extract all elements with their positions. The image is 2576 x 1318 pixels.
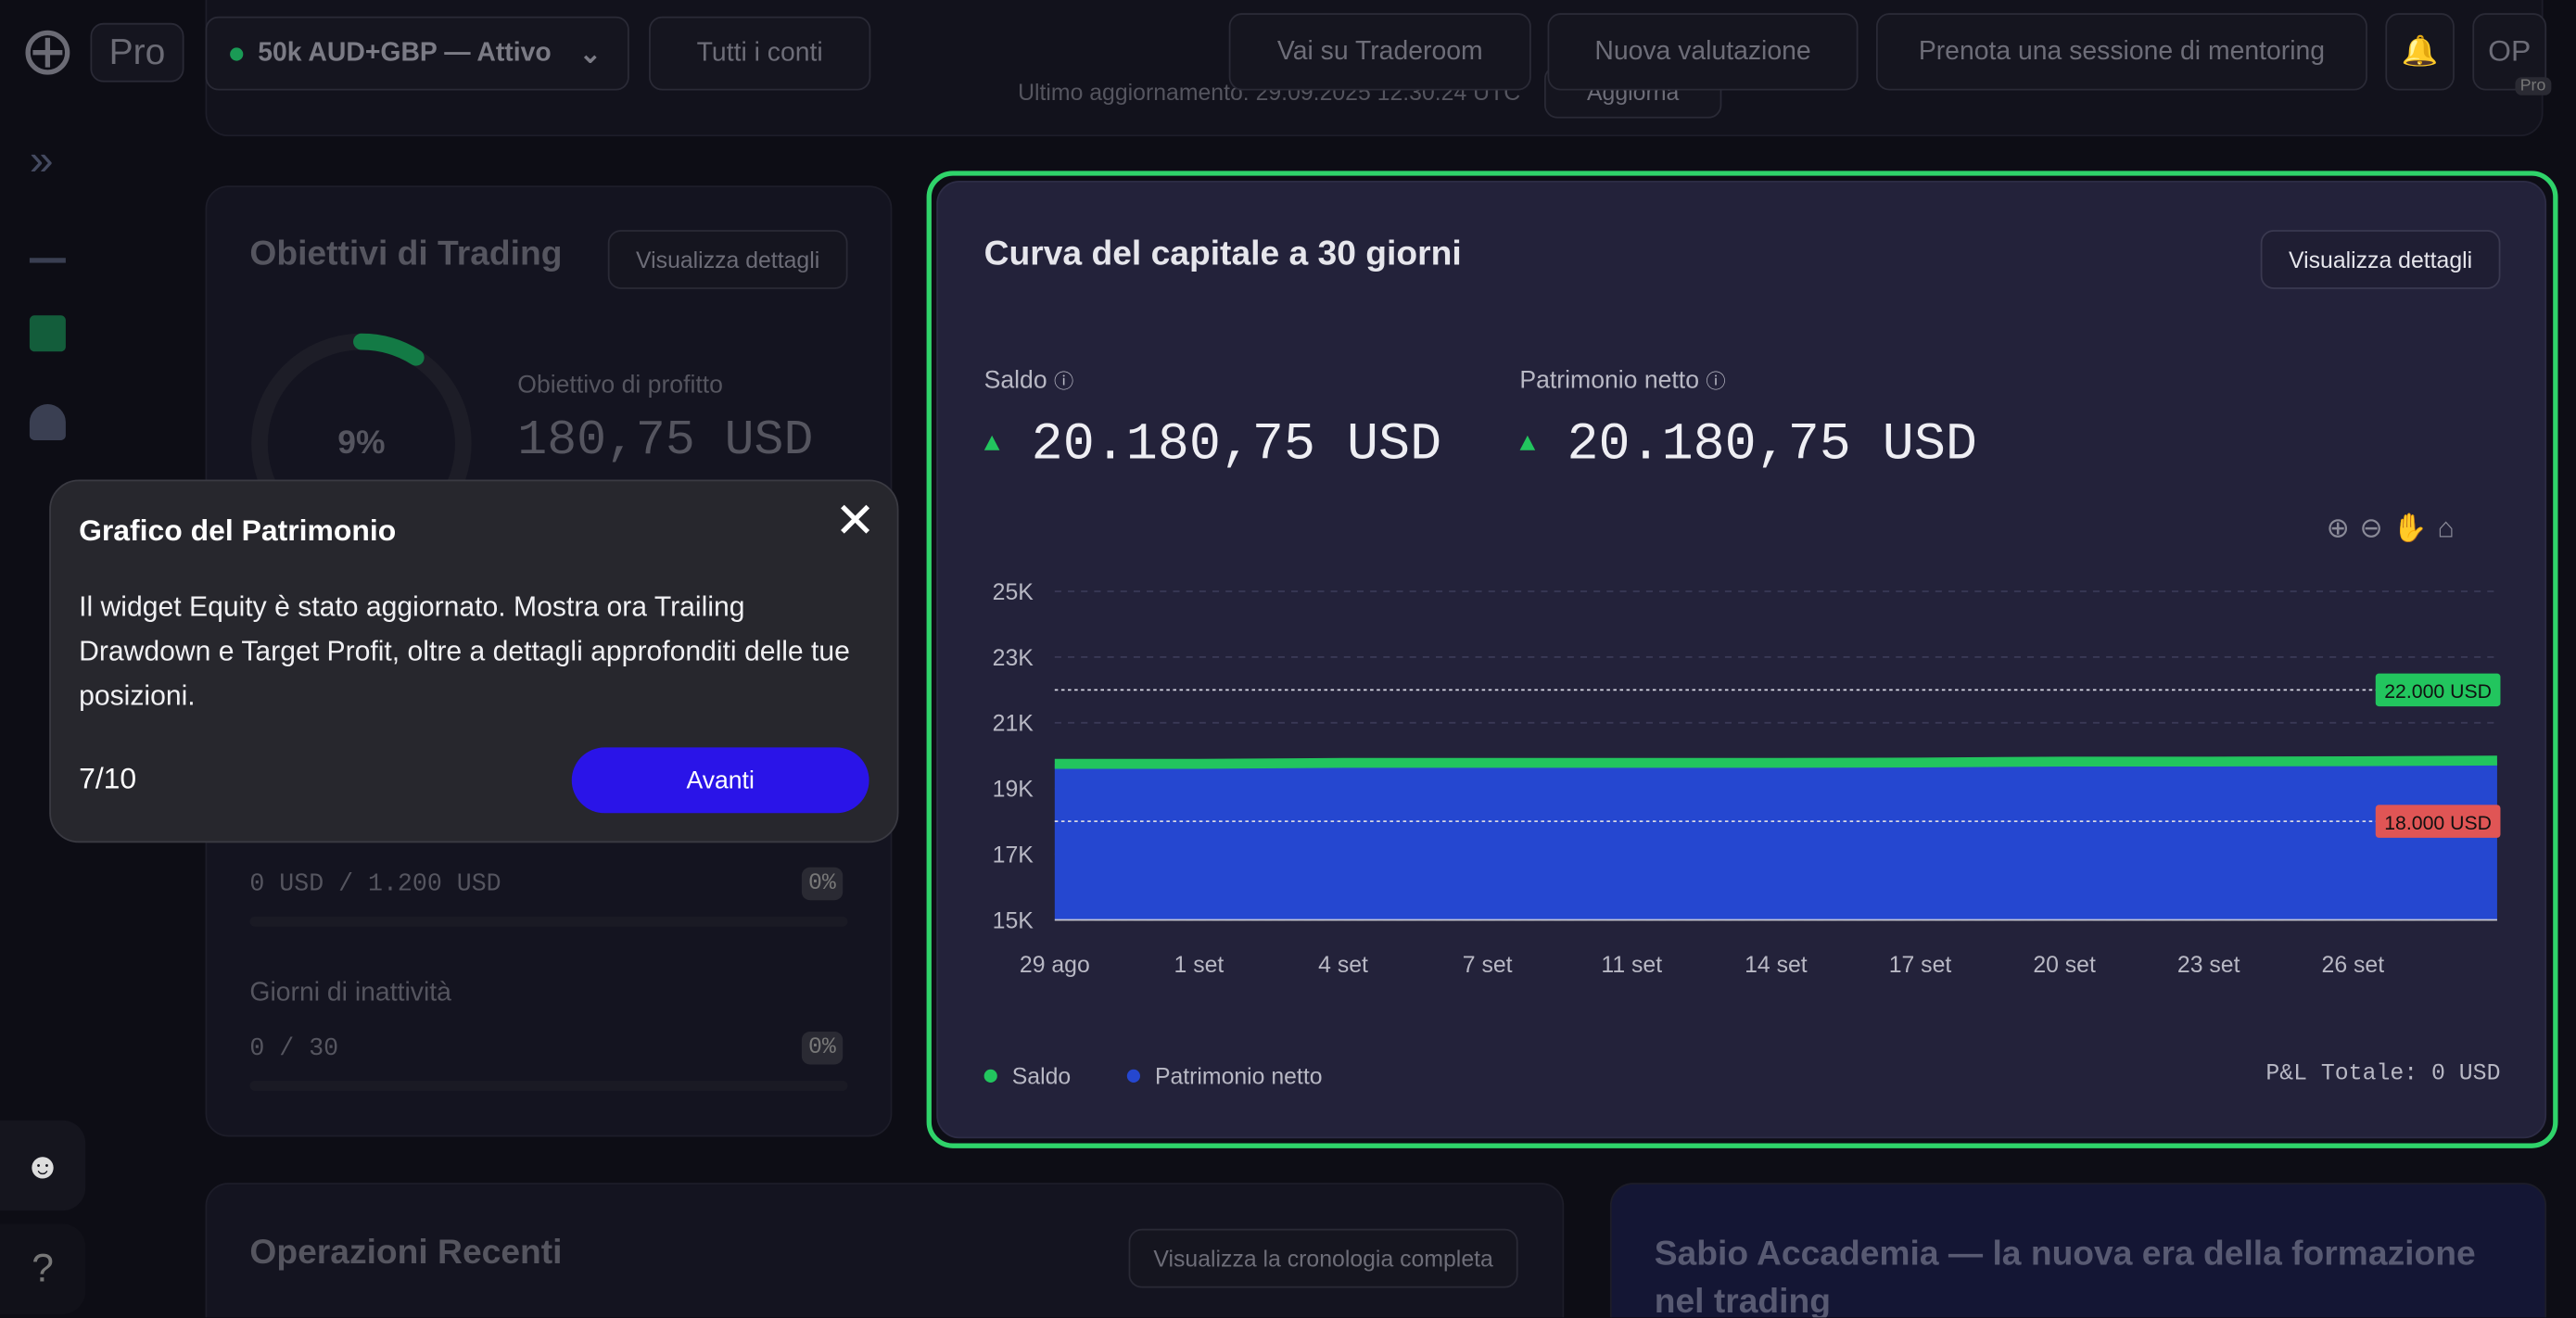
- mentoring-text: Prenota una sessione di mentoring: [1918, 36, 2326, 66]
- x-tick-label: 14 set: [1745, 953, 1808, 978]
- inactivity-bar: [249, 1081, 848, 1091]
- threshold-label: 22.000 USD: [2384, 680, 2492, 703]
- loss-limit-value: 0 USD / 1.200 USD: [249, 870, 501, 899]
- chevron: ⌄: [578, 40, 602, 69]
- info-icon[interactable]: ⓘ: [1054, 369, 1074, 393]
- gauge-label: 9%: [337, 424, 385, 461]
- traderoom-text: Vai su Traderoom: [1276, 36, 1483, 66]
- loss-limit-bar: [249, 916, 848, 927]
- nav-dashboard[interactable]: [29, 315, 66, 352]
- mentoring-button[interactable]: Prenota una sessione di mentoring: [1875, 13, 2367, 91]
- total-pnl: P&L Totale: 0 USD: [2265, 1060, 2501, 1088]
- equity-label: Patrimonio netto ⓘ: [1519, 366, 1725, 394]
- goals-details-button[interactable]: Visualizza dettagli: [607, 230, 848, 289]
- line: [1054, 755, 2497, 769]
- chart-toolbar[interactable]: ⊕⊖✋⌂: [2326, 512, 2465, 544]
- recent-trades-title: Operazioni Recenti: [249, 1234, 563, 1272]
- academy-title: Sabio Accademia — la nuova era della for…: [1654, 1235, 2476, 1318]
- equity-value-text: 20.180,75 USD: [1567, 413, 1977, 475]
- legend-dot: [983, 1069, 997, 1083]
- equity-curve-card: [936, 180, 2547, 1139]
- x-tick-label: 29 ago: [1020, 953, 1090, 978]
- y-tick-label: 21K: [993, 712, 1034, 737]
- x-tick-label: 7 set: [1463, 953, 1513, 978]
- balance-label: Saldo ⓘ: [984, 366, 1074, 394]
- goals-details-text: Visualizza dettagli: [636, 246, 820, 273]
- logo-badge: Pro: [90, 22, 184, 82]
- y-tick-label: 15K: [993, 908, 1034, 933]
- threshold-badge: [2375, 673, 2501, 707]
- close-button[interactable]: ✕: [834, 494, 876, 549]
- inactivity-label: Giorni di inattività: [249, 979, 451, 1008]
- equity-details-button[interactable]: Visualizza dettagli: [2260, 230, 2501, 289]
- equity-title: Curva del capitale a 30 giorni: [983, 234, 1462, 273]
- loss-limit-percent: 0%: [801, 867, 843, 901]
- account-selector[interactable]: 50k AUD+GBP — Attivo ⌄: [205, 16, 629, 91]
- traderoom-button[interactable]: Vai su Traderoom: [1228, 13, 1531, 91]
- y-tick-label: 23K: [993, 646, 1034, 671]
- profit-target-value: 180,75 USD: [517, 413, 814, 470]
- y-tick-label: 19K: [993, 778, 1034, 803]
- new-evaluation-button[interactable]: Nuova valutazione: [1547, 13, 1859, 91]
- legend-dot: [1126, 1069, 1140, 1083]
- avatar-initials: OP: [2488, 34, 2532, 68]
- chat-button[interactable]: ☻: [0, 1120, 86, 1211]
- profit-target-label: Obiettivo di profitto: [517, 371, 723, 399]
- nav-profile[interactable]: [29, 403, 66, 440]
- x-tick-label: 23 set: [2177, 953, 2240, 978]
- x-tick-label: 26 set: [2322, 953, 2385, 978]
- popup-step: 7/10: [79, 762, 137, 795]
- up-arrow: ▲: [1519, 429, 1536, 460]
- history-button[interactable]: Visualizza la cronologia completa: [1128, 1228, 1518, 1288]
- balance-label-text: Saldo: [983, 366, 1047, 395]
- nav-stats[interactable]: [29, 227, 66, 263]
- equity-label-text: Patrimonio netto: [1519, 366, 1699, 395]
- x-tick-label: 20 set: [2033, 953, 2096, 978]
- area: [1054, 760, 2497, 920]
- notifications-button[interactable]: 🔔: [2385, 13, 2455, 91]
- balance-value: ▲ 20.180,75 USD: [984, 414, 1442, 475]
- avatar[interactable]: OP: [2472, 13, 2547, 91]
- status-dot: [230, 46, 244, 60]
- help-button[interactable]: ?: [0, 1223, 86, 1314]
- history-text: Visualizza la cronologia completa: [1153, 1245, 1493, 1272]
- x-tick-label: 4 set: [1318, 953, 1368, 978]
- all-accounts-text: Tutti i conti: [696, 38, 823, 67]
- x-tick-label: 1 set: [1174, 953, 1225, 978]
- all-accounts-button[interactable]: Tutti i conti: [649, 16, 871, 91]
- inactivity-percent: 0%: [801, 1032, 843, 1065]
- new-evaluation-text: Nuova valutazione: [1594, 36, 1811, 66]
- gauge-arc: [353, 333, 425, 366]
- sidebar-expand[interactable]: »: [29, 134, 54, 184]
- threshold-badge: [2375, 805, 2501, 838]
- info-icon[interactable]: ⓘ: [1706, 369, 1726, 393]
- logo: [25, 30, 70, 75]
- equity-value: ▲ 20.180,75 USD: [1519, 414, 1977, 475]
- account-name: 50k AUD+GBP — Attivo: [258, 38, 552, 67]
- x-tick-label: 17 set: [1889, 953, 1952, 978]
- legend-label[interactable]: Patrimonio netto: [1155, 1065, 1323, 1090]
- popup-body: Il widget Equity è stato aggiornato. Mos…: [79, 591, 850, 712]
- next-text: Avanti: [686, 766, 755, 794]
- inactivity-value: 0 / 30: [249, 1034, 339, 1063]
- balance-value-text: 20.180,75 USD: [1031, 413, 1442, 475]
- x-tick-label: 11 set: [1601, 953, 1662, 978]
- popup-title: Grafico del Patrimonio: [79, 513, 397, 548]
- threshold-label: 18.000 USD: [2384, 812, 2492, 834]
- legend-label[interactable]: Saldo: [1012, 1065, 1071, 1090]
- up-arrow: ▲: [983, 429, 1000, 460]
- goals-title: Obiettivi di Trading: [249, 234, 563, 273]
- y-tick-label: 17K: [993, 843, 1034, 868]
- next-button[interactable]: Avanti: [571, 747, 869, 814]
- highlight-frame: [926, 171, 2558, 1148]
- equity-details-text: Visualizza dettagli: [2289, 246, 2473, 273]
- academy-card: [1609, 1183, 2547, 1318]
- y-tick-label: 25K: [993, 580, 1034, 605]
- avatar-badge: Pro: [2515, 77, 2551, 95]
